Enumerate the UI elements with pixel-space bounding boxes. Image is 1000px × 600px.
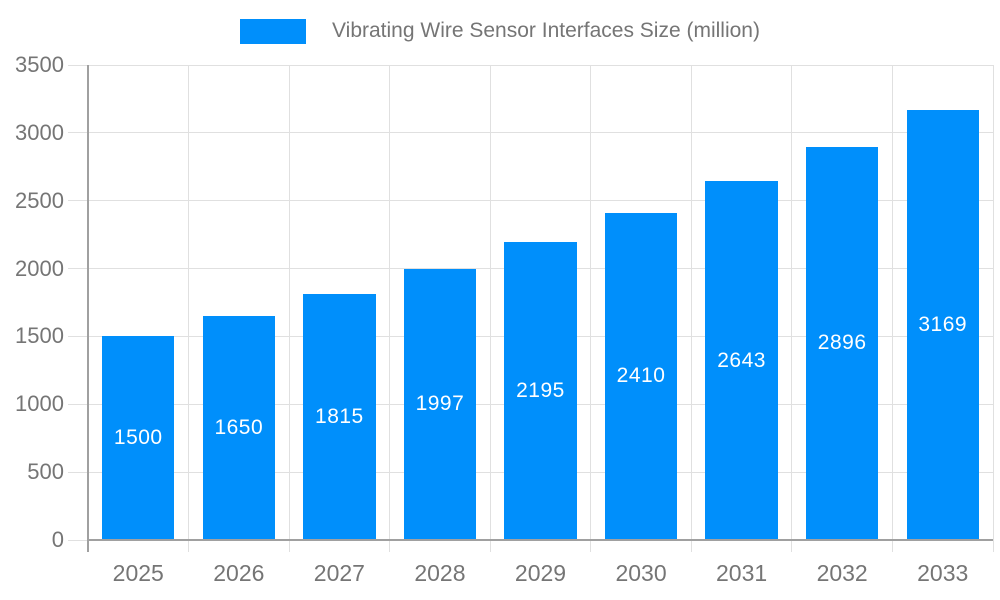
legend: Vibrating Wire Sensor Interfaces Size (m…: [0, 17, 1000, 45]
v-gridline: [188, 65, 190, 552]
y-axis-tick-label: 1500: [15, 323, 64, 349]
h-gridline: [88, 132, 993, 134]
bar-value-label: 1650: [214, 416, 264, 440]
v-gridline: [590, 65, 592, 552]
y-axis-tick: [68, 132, 88, 134]
x-axis-tick-label: 2029: [514, 560, 567, 586]
x-axis-tick-label: 2025: [112, 560, 164, 586]
h-gridline: [88, 200, 993, 202]
y-axis-tick: [68, 403, 88, 405]
v-gridline: [288, 65, 290, 552]
y-axis-tick-label: 3000: [15, 119, 64, 145]
y-axis-tick: [68, 471, 88, 473]
v-gridline: [791, 65, 793, 552]
v-gridline: [891, 65, 893, 552]
legend-label: Vibrating Wire Sensor Interfaces Size (m…: [332, 19, 760, 42]
bar-2026: 1650: [202, 316, 276, 540]
y-axis-tick-label: 0: [51, 527, 64, 552]
y-axis-tick-label: 1000: [15, 391, 64, 417]
bar-value-label: 1500: [113, 426, 163, 450]
bar-2027: 1815: [303, 293, 376, 540]
y-axis-tick-label: 500: [27, 459, 64, 485]
bar-value-label: 1815: [315, 404, 364, 428]
x-axis-tick-label: 2031: [716, 560, 768, 586]
bar-value-label: 1997: [415, 392, 465, 416]
bar-value-label: 2410: [616, 364, 666, 388]
legend-swatch: [240, 18, 307, 44]
y-axis-tick: [68, 539, 88, 541]
x-axis-tick-label: 2027: [313, 560, 365, 586]
bar-value-label: 3169: [918, 312, 968, 336]
y-axis-tick-label: 3500: [15, 52, 64, 77]
bar-2025: 1500: [102, 336, 175, 540]
x-axis-tick-label: 2030: [615, 560, 667, 586]
bar-2033: 3169: [906, 109, 979, 540]
x-axis-tick-label: 2026: [213, 560, 265, 586]
v-gridline: [389, 65, 391, 552]
bar-value-label: 2643: [717, 348, 766, 372]
bar-2029: 2195: [504, 242, 577, 540]
bar-2032: 2896: [805, 146, 879, 540]
x-axis-tick-label: 2033: [917, 560, 969, 586]
v-gridline: [992, 65, 994, 552]
bar-2031: 2643: [705, 181, 778, 540]
y-axis-tick: [68, 64, 88, 66]
bar-value-label: 2195: [516, 379, 565, 403]
bar-value-label: 2896: [817, 331, 867, 355]
x-axis-line: [88, 539, 993, 541]
y-axis-tick: [68, 268, 88, 270]
y-axis-tick: [68, 200, 88, 202]
y-axis-tick-label: 2000: [15, 255, 64, 281]
v-gridline: [690, 65, 692, 552]
x-axis-tick-label: 2032: [816, 560, 868, 586]
y-axis-tick: [68, 335, 88, 337]
h-gridline: [88, 64, 993, 66]
bar-2030: 2410: [604, 212, 678, 540]
v-gridline: [489, 65, 491, 552]
bar-2028: 1997: [403, 268, 477, 540]
y-axis-tick-label: 2500: [15, 187, 64, 213]
x-axis-tick-label: 2028: [414, 560, 466, 586]
y-axis-line: [87, 65, 89, 552]
